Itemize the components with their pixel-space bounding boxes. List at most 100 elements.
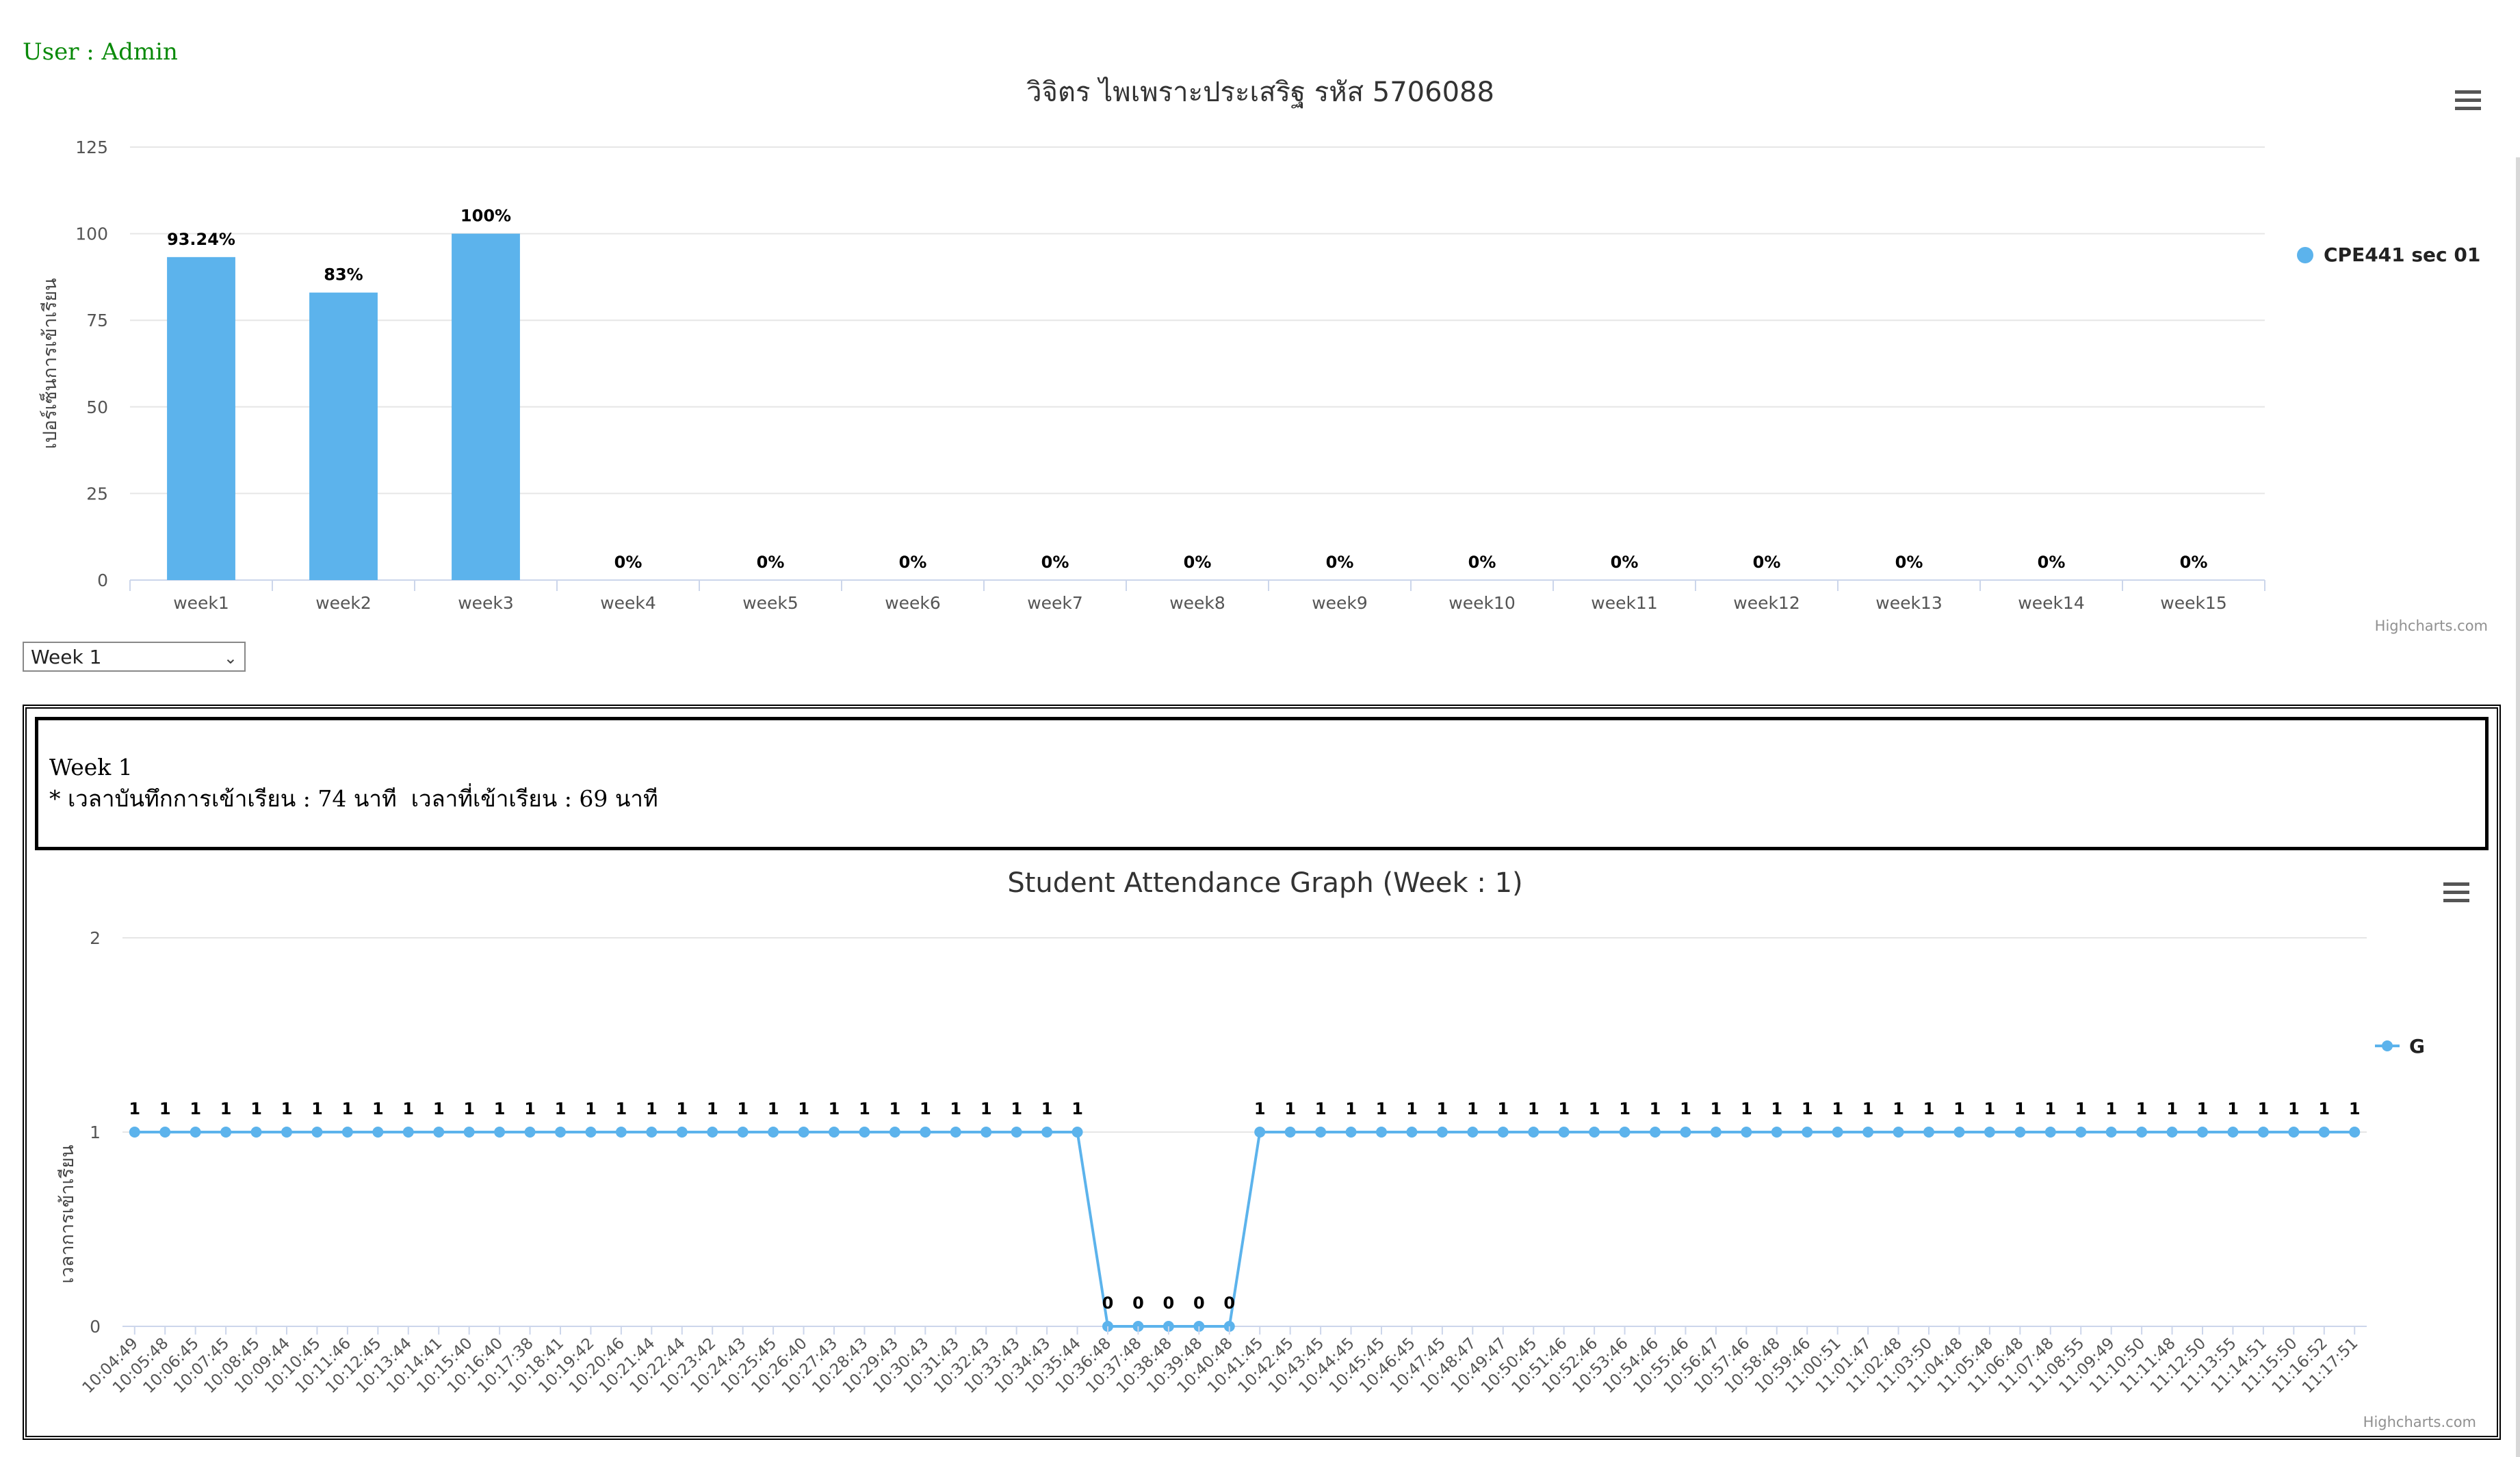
chart2-data-label: 1 xyxy=(2136,1099,2148,1118)
user-label: User : Admin xyxy=(23,38,178,66)
chart2-data-label: 0 xyxy=(1223,1294,1235,1313)
chart2-point[interactable] xyxy=(2044,1127,2056,1138)
chart2-point[interactable] xyxy=(220,1127,232,1138)
chart2-point[interactable] xyxy=(190,1127,201,1138)
chart2-point[interactable] xyxy=(2349,1127,2361,1138)
chart2-point[interactable] xyxy=(1923,1127,1934,1138)
chart1-data-label: 0% xyxy=(1611,553,1639,572)
chart2-point[interactable] xyxy=(1558,1127,1570,1138)
week-select[interactable]: Week 1 ⌄ xyxy=(23,642,246,672)
chart2-point[interactable] xyxy=(1893,1127,1904,1138)
chart2-menu-icon[interactable] xyxy=(2443,882,2469,902)
chart2-point[interactable] xyxy=(1680,1127,1691,1138)
chart2-point[interactable] xyxy=(1436,1127,1448,1138)
chart2-point[interactable] xyxy=(615,1127,627,1138)
chart1-y-axis-label: เปอร์เซ็นการเข้าเรียน xyxy=(38,278,61,449)
chart2-point[interactable] xyxy=(737,1127,749,1138)
chart2-point[interactable] xyxy=(1041,1127,1053,1138)
chart2-point[interactable] xyxy=(1650,1127,1661,1138)
chart1-bar[interactable] xyxy=(167,257,235,580)
chart2-point[interactable] xyxy=(311,1127,323,1138)
chart2-point[interactable] xyxy=(1953,1127,1965,1138)
page-scrollbar[interactable] xyxy=(2516,157,2520,1457)
chart2-legend[interactable]: G xyxy=(2375,1035,2425,1058)
chart2-point[interactable] xyxy=(555,1127,566,1138)
chart2-point[interactable] xyxy=(980,1127,992,1138)
chart1-x-tick-label: week3 xyxy=(458,593,514,613)
chart2-data-label: 0 xyxy=(1132,1294,1144,1313)
chart2-point[interactable] xyxy=(250,1127,262,1138)
chart2-credits[interactable]: Highcharts.com xyxy=(2363,1414,2476,1430)
chart2-point[interactable] xyxy=(798,1127,809,1138)
chart2-point[interactable] xyxy=(524,1127,536,1138)
chart2-point[interactable] xyxy=(281,1127,292,1138)
chart2-point[interactable] xyxy=(1284,1127,1296,1138)
chart2-point[interactable] xyxy=(1589,1127,1600,1138)
chart2-point[interactable] xyxy=(2166,1127,2178,1138)
chart2-point[interactable] xyxy=(1771,1127,1782,1138)
chart1-legend[interactable]: CPE441 sec 01 xyxy=(2297,244,2480,266)
chart2-point[interactable] xyxy=(2075,1127,2087,1138)
chart1-data-label: 100% xyxy=(460,207,511,226)
chart2-point[interactable] xyxy=(859,1127,870,1138)
chart2-point[interactable] xyxy=(159,1127,171,1138)
chart1-legend-item[interactable]: CPE441 sec 01 xyxy=(2324,244,2480,266)
chart1-x-tick-label: week11 xyxy=(1591,593,1658,613)
chart2-point[interactable] xyxy=(2227,1127,2239,1138)
chart2-point[interactable] xyxy=(402,1127,414,1138)
chart1-bar[interactable] xyxy=(309,292,378,580)
chart2-point[interactable] xyxy=(829,1127,840,1138)
chart1-bar[interactable] xyxy=(452,233,520,580)
chart1-credits[interactable]: Highcharts.com xyxy=(2375,618,2488,634)
chart2-point[interactable] xyxy=(1406,1127,1418,1138)
chart2-point[interactable] xyxy=(494,1127,506,1138)
chart2-point[interactable] xyxy=(1254,1127,1266,1138)
chart2-data-label: 1 xyxy=(737,1099,749,1118)
chart2-point[interactable] xyxy=(2257,1127,2269,1138)
chart2-point[interactable] xyxy=(2105,1127,2117,1138)
chart2-point[interactable] xyxy=(129,1127,140,1138)
chart2-point[interactable] xyxy=(1376,1127,1387,1138)
chart2-point[interactable] xyxy=(1862,1127,1874,1138)
chart2-data-label: 1 xyxy=(1284,1099,1296,1118)
chart2-point[interactable] xyxy=(585,1127,597,1138)
chart2-point[interactable] xyxy=(463,1127,475,1138)
chart2-point[interactable] xyxy=(707,1127,718,1138)
chart2-point[interactable] xyxy=(1710,1127,1722,1138)
chart2-data-label: 1 xyxy=(129,1099,140,1118)
chart2-point[interactable] xyxy=(1315,1127,1327,1138)
chart2-data-label: 1 xyxy=(159,1099,171,1118)
chart1-data-label: 0% xyxy=(1468,553,1496,572)
chart1-x-tick-label: week9 xyxy=(1312,593,1368,613)
chart2-point[interactable] xyxy=(2197,1127,2208,1138)
chart2-point[interactable] xyxy=(372,1127,384,1138)
chart2-point[interactable] xyxy=(1802,1127,1813,1138)
chart2-point[interactable] xyxy=(2014,1127,2026,1138)
chart1-menu-icon[interactable] xyxy=(2455,90,2481,110)
week-select-value: Week 1 xyxy=(31,646,102,668)
chart2-point[interactable] xyxy=(1741,1127,1752,1138)
chart2-point[interactable] xyxy=(646,1127,658,1138)
chart2-data-label: 1 xyxy=(616,1099,627,1118)
chart2-point[interactable] xyxy=(950,1127,961,1138)
chart2-point[interactable] xyxy=(2136,1127,2148,1138)
chart2-point[interactable] xyxy=(341,1127,353,1138)
chart2-point[interactable] xyxy=(1345,1127,1357,1138)
chart2-point[interactable] xyxy=(1528,1127,1540,1138)
chart2-point[interactable] xyxy=(920,1127,931,1138)
chart2-point[interactable] xyxy=(1984,1127,1995,1138)
chart2-point[interactable] xyxy=(1497,1127,1509,1138)
chart2-point[interactable] xyxy=(676,1127,688,1138)
chart2-point[interactable] xyxy=(1467,1127,1479,1138)
chart2-point[interactable] xyxy=(1619,1127,1631,1138)
chart2-point[interactable] xyxy=(1832,1127,1843,1138)
chart2-y-tick-label: 2 xyxy=(90,928,101,948)
chart2-legend-item[interactable]: G xyxy=(2409,1035,2425,1058)
chart2-point[interactable] xyxy=(1071,1127,1083,1138)
chart2-point[interactable] xyxy=(2318,1127,2330,1138)
chart2-point[interactable] xyxy=(1011,1127,1022,1138)
chart2-point[interactable] xyxy=(768,1127,779,1138)
chart2-point[interactable] xyxy=(889,1127,900,1138)
chart2-point[interactable] xyxy=(2288,1127,2300,1138)
chart2-point[interactable] xyxy=(433,1127,445,1138)
